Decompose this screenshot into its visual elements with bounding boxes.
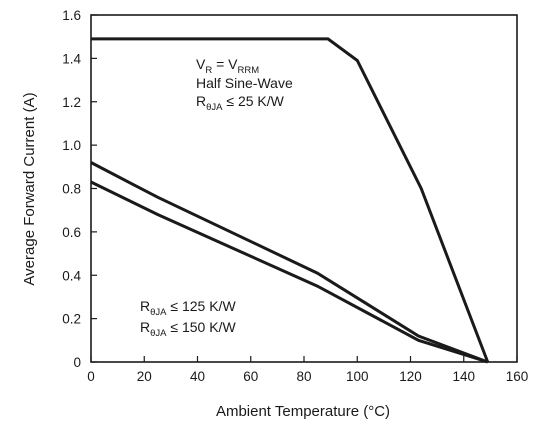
plot-frame bbox=[90, 14, 518, 363]
y-tick-label: 0.6 bbox=[62, 225, 81, 240]
x-tick-label: 80 bbox=[296, 369, 311, 384]
x-tick-label: 140 bbox=[452, 369, 475, 384]
y-tick-label: 0.8 bbox=[62, 182, 81, 197]
y-tick-label: 1.4 bbox=[62, 51, 81, 66]
annotation-r25: RθJA ≤ 25 K/W bbox=[196, 93, 285, 113]
y-axis-label: Average Forward Current (A) bbox=[21, 92, 38, 285]
axis-ticks: 0 20 40 60 80 100 120 140 160 0 0.2 0.4 0.6 0.8 1.0 1.2… bbox=[62, 8, 528, 384]
y-tick-label: 0.2 bbox=[62, 312, 81, 327]
x-tick-label: 40 bbox=[190, 369, 205, 384]
annotation-r150: RθJA ≤ 150 K/W bbox=[140, 319, 236, 339]
x-tick-label: 60 bbox=[243, 369, 258, 384]
series-line-1 bbox=[91, 37, 490, 363]
x-tick-label: 120 bbox=[399, 369, 422, 384]
y-tick-label: 1.2 bbox=[62, 95, 81, 110]
y-tick-label: 1.6 bbox=[62, 8, 81, 23]
x-tick-label: 20 bbox=[137, 369, 152, 384]
x-tick-label: 0 bbox=[87, 369, 95, 384]
annotation-half-sine-wave: Half Sine-Wave bbox=[196, 75, 293, 91]
series-line-2 bbox=[90, 161, 489, 364]
annotation-r125: RθJA ≤ 125 K/W bbox=[140, 298, 236, 318]
y-tick-label: 0 bbox=[73, 355, 81, 370]
annotation-vr-vrrm: VR = VRRM bbox=[196, 56, 259, 76]
y-tick-label: 0.4 bbox=[62, 268, 81, 283]
x-tick-label: 160 bbox=[506, 369, 529, 384]
y-tick-label: 1.0 bbox=[62, 138, 81, 153]
x-tick-label: 100 bbox=[346, 369, 369, 384]
x-axis-label: Ambient Temperature (°C) bbox=[216, 403, 390, 420]
series-group bbox=[90, 37, 490, 364]
series-line-3 bbox=[90, 180, 489, 364]
